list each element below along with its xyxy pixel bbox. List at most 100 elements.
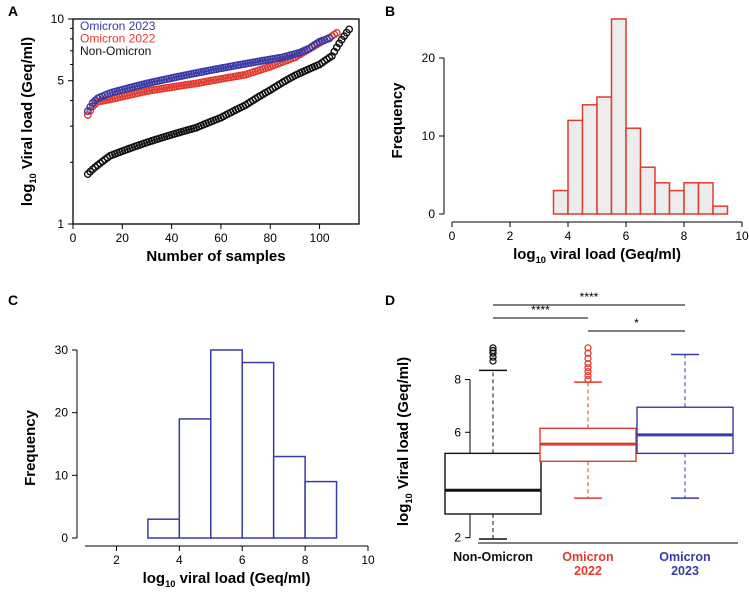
outlier-point: [584, 354, 592, 363]
y-tick-label: 10: [55, 468, 69, 482]
histogram-bar: [178, 418, 212, 539]
outlier-point: [584, 360, 592, 368]
y-axis-label: Frequency: [22, 409, 39, 486]
data-point-blue: [325, 34, 334, 43]
histogram-bar: [654, 182, 671, 215]
y-tick-label: 2: [454, 531, 461, 545]
significance-label: *: [634, 316, 639, 330]
panel-letter-c: C: [8, 292, 18, 308]
x-tick-label: 0: [70, 231, 77, 245]
histogram-bar: [567, 119, 584, 215]
histogram-bar: [581, 104, 598, 215]
histogram-bar: [210, 349, 243, 539]
plot-frame: [72, 18, 360, 225]
outlier-point: [584, 371, 592, 380]
group-label: 2022: [574, 564, 602, 578]
y-axis-label-log: log: [395, 504, 412, 527]
x-tick-label: 10: [361, 553, 375, 567]
histogram-bar: [241, 361, 275, 539]
x-tick-label: 2: [507, 229, 514, 243]
x-axis-label-log: log: [513, 246, 536, 263]
x-tick-label: 4: [176, 553, 183, 567]
histogram-bar: [272, 455, 306, 539]
group-label: 2023: [671, 564, 699, 578]
group-label: Omicron: [659, 550, 710, 564]
y-axis-label: log10 Viral load (Geq/ml): [19, 37, 38, 206]
y-tick-label: 0: [428, 207, 435, 221]
histogram-bar: [712, 205, 729, 215]
x-axis-label-log: log: [143, 570, 166, 587]
y-axis-label-log: log: [19, 184, 36, 207]
x-tick-label: 6: [239, 553, 246, 567]
significance-label: ****: [531, 303, 550, 317]
y-axis-label-subscript: 10: [28, 173, 38, 183]
y-tick-label: 10: [51, 12, 65, 26]
panel-a: A 0 20 40 60 80 100 1 5 10 Number of samples log10 …: [8, 3, 360, 265]
outlier-point: [584, 349, 592, 357]
x-axis-label: log10 viral load (Geq/ml): [513, 246, 681, 265]
data-point-black: [345, 25, 354, 34]
x-tick-label: 20: [116, 231, 130, 245]
y-tick-label: 1: [57, 217, 64, 231]
x-tick-label: 6: [623, 229, 630, 243]
histogram-bar: [610, 18, 627, 215]
x-tick-label: 100: [310, 231, 330, 245]
x-tick-label: 2: [113, 553, 120, 567]
histogram-bar: [596, 96, 613, 215]
outlier-point: [584, 344, 592, 352]
x-axis-label-subscript: 10: [165, 579, 175, 589]
x-axis-label-subscript: 10: [536, 255, 546, 265]
y-axis-label-rest: Viral load (Geq/ml): [395, 357, 412, 493]
panel-letter-b: B: [385, 3, 395, 19]
significance-label: ****: [580, 290, 599, 304]
outlier-point: [489, 349, 497, 357]
x-axis-label-rest: viral load (Geq/ml): [546, 246, 681, 263]
x-tick-label: 4: [565, 229, 572, 243]
outlier-point: [489, 344, 497, 352]
x-tick-label: 0: [449, 229, 456, 243]
y-axis-label-rest: Viral load (Geq/ml): [19, 37, 36, 173]
histogram-bar: [639, 166, 656, 215]
histogram-bar: [304, 480, 338, 539]
legend-entry: Non-Omicron: [80, 44, 151, 58]
x-tick-label: 8: [302, 553, 309, 567]
legend-entry: Omicron 2023: [80, 19, 156, 33]
group-label: Non-Omicron: [453, 550, 533, 564]
panel-d: D2468log10 Viral load (Geq/ml)Non-Omicro…: [385, 290, 738, 578]
panel-letter-d: D: [385, 292, 395, 308]
y-tick-label: 20: [55, 406, 69, 420]
histogram-bar: [668, 189, 685, 215]
x-tick-label: 60: [214, 231, 228, 245]
histogram-bar: [683, 182, 700, 215]
y-tick-label: 5: [57, 74, 64, 88]
data-point-red: [332, 29, 341, 37]
box-iqr: [444, 452, 542, 515]
y-tick-label: 6: [454, 425, 461, 439]
y-tick-label: 0: [61, 531, 68, 545]
legend-entry: Omicron 2022: [80, 32, 156, 46]
y-axis-label: Frequency: [389, 82, 406, 159]
x-tick-label: 40: [165, 231, 179, 245]
y-tick-label: 20: [422, 51, 436, 65]
x-axis-label-rest: viral load (Geq/ml): [175, 570, 310, 587]
y-tick-label: 10: [422, 129, 436, 143]
outlier-point: [584, 367, 592, 376]
y-axis-label: log10 Viral load (Geq/ml): [395, 357, 414, 526]
panel-letter-a: A: [8, 3, 18, 19]
x-tick-label: 10: [735, 229, 749, 243]
histogram-bar: [147, 518, 181, 539]
outlier-point: [584, 375, 592, 384]
y-axis-label-subscript: 10: [404, 493, 414, 503]
y-tick-label: 8: [454, 373, 461, 387]
outlier-point: [489, 346, 497, 355]
x-tick-label: 80: [264, 231, 278, 245]
outlier-point: [489, 357, 497, 365]
x-axis-label: log10 viral load (Geq/ml): [143, 570, 311, 589]
box-iqr: [636, 406, 734, 455]
x-tick-label: 8: [681, 229, 688, 243]
y-tick-label: 30: [55, 343, 69, 357]
group-label: Omicron: [562, 550, 613, 564]
